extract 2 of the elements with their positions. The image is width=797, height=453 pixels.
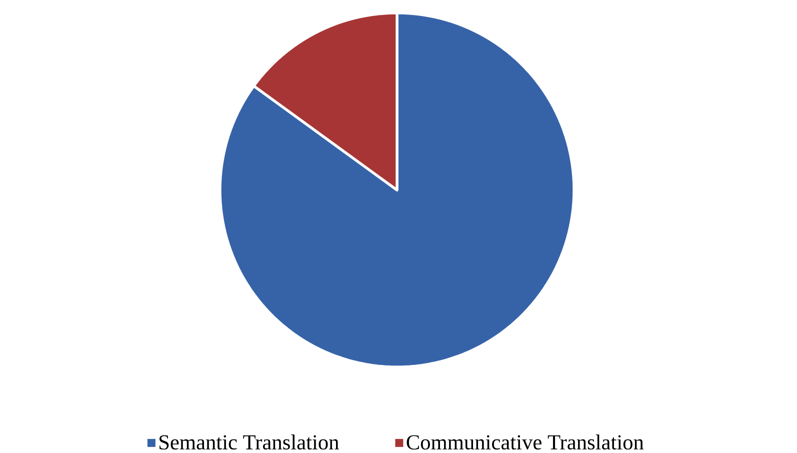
legend-label: Semantic Translation bbox=[160, 434, 339, 450]
legend-label: Communicative Translation bbox=[406, 434, 644, 450]
